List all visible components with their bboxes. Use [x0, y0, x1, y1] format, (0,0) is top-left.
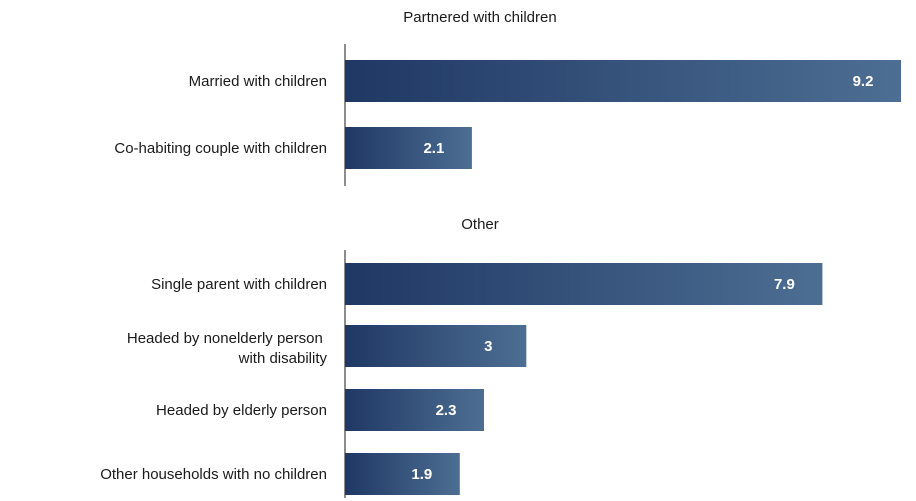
bar-other-households-with-no-children [345, 453, 460, 495]
group-title-partnered: Partnered with children [403, 9, 556, 26]
category-label: Co-habiting couple with children [114, 140, 327, 157]
bar-row: Headed by nonelderly person with disabil… [127, 325, 527, 367]
group-partnered: Partnered with children Married with chi… [114, 9, 901, 186]
value-label: 9.2 [853, 73, 874, 90]
bar-row: Other households with no children 1.9 [100, 453, 460, 495]
bar-row: Co-habiting couple with children 2.1 [114, 127, 472, 169]
bar-married-with-children [345, 60, 901, 102]
category-label: Headed by elderly person [156, 402, 327, 419]
value-label: 2.3 [436, 402, 457, 419]
category-label-line: with disability [238, 350, 328, 367]
category-label: Other households with no children [100, 466, 327, 483]
group-title-other: Other [461, 216, 499, 233]
value-label: 1.9 [411, 466, 432, 483]
category-label-line: Headed by nonelderly person [127, 330, 323, 347]
value-label: 7.9 [774, 276, 795, 293]
value-label: 3 [484, 338, 492, 355]
bar-headed-by-elderly-person [345, 389, 484, 431]
bar-headed-by-nonelderly-person-with-disability [345, 325, 527, 367]
bar-row: Single parent with children 7.9 [151, 263, 823, 305]
bar-row: Headed by elderly person 2.3 [156, 389, 484, 431]
category-label: Headed by nonelderly person with disabil… [127, 330, 328, 367]
bar-single-parent-with-children [345, 263, 823, 305]
group-other: Other Single parent with children 7.9 He… [100, 216, 823, 498]
bar-co-habiting-couple-with-children [345, 127, 472, 169]
category-label: Married with children [189, 73, 327, 90]
value-label: 2.1 [423, 140, 444, 157]
category-label: Single parent with children [151, 276, 327, 293]
bar-row: Married with children 9.2 [189, 60, 901, 102]
